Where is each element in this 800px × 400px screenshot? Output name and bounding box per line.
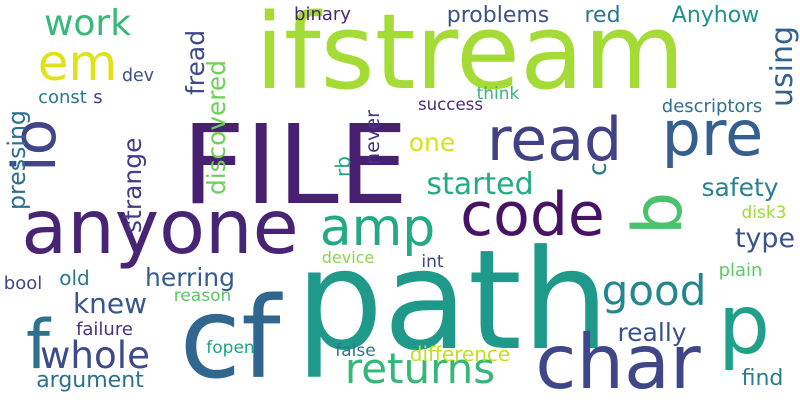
word-amp: amp [319, 198, 436, 258]
word-reason: reason [173, 286, 232, 306]
word-char: char [535, 318, 701, 400]
word-path: path [295, 220, 610, 381]
word-file: FILE [181, 101, 409, 229]
word-plain: plain [718, 260, 763, 281]
word-one: one [408, 128, 456, 157]
word-bool: bool [3, 273, 43, 294]
word-device: device [321, 248, 375, 267]
word-em: em [37, 34, 118, 92]
word-knew: knew [72, 287, 148, 320]
word-returns: returns [344, 344, 496, 393]
word-red: red [584, 3, 621, 28]
word-fread: fread [181, 29, 210, 96]
word-p: p [717, 278, 771, 373]
word-using: using [765, 25, 800, 108]
word-old: old [59, 266, 90, 290]
word-type: type [735, 222, 795, 254]
word-pre: pre [661, 97, 764, 170]
word-disk3: disk3 [741, 203, 787, 223]
word-anyhow: Anyhow [671, 3, 760, 28]
word-think: think [476, 84, 520, 104]
word-failure: failure [76, 319, 133, 340]
word-problems: problems [446, 3, 550, 28]
word-whole: whole [40, 333, 150, 378]
word-never: never [361, 110, 385, 165]
word-difference: difference [409, 342, 511, 366]
word-work: work [43, 3, 132, 44]
word-safety: safety [701, 173, 779, 202]
word-success: success [418, 95, 483, 115]
word-really: really [617, 318, 687, 347]
word-cf: cf [179, 274, 281, 400]
word-started: started [426, 167, 534, 202]
word-false: false [335, 341, 376, 361]
word-argument: argument [36, 368, 144, 393]
word-ifstream: ifstream [255, 0, 685, 113]
word-int: int [421, 252, 444, 272]
word-const: const [38, 87, 87, 108]
word-binary: binary [294, 4, 351, 25]
word-c: c [583, 162, 612, 177]
word-rb: rb [331, 156, 355, 178]
word-s: s [93, 87, 103, 108]
word-good: good [601, 266, 707, 315]
word-b: b [619, 191, 698, 235]
word-fopen: fopen [206, 338, 255, 358]
word-anyone: anyone [21, 183, 299, 271]
word-find: find [741, 366, 784, 391]
word-descriptors: descriptors [661, 96, 763, 117]
word-read: read [486, 105, 623, 175]
word-dev: dev [122, 66, 154, 87]
word-strange: strange [118, 137, 147, 233]
word-pressing: pressing [2, 110, 31, 210]
word-code: code [460, 180, 605, 250]
word-herring: herring [144, 263, 235, 292]
word-f: f [26, 306, 50, 385]
